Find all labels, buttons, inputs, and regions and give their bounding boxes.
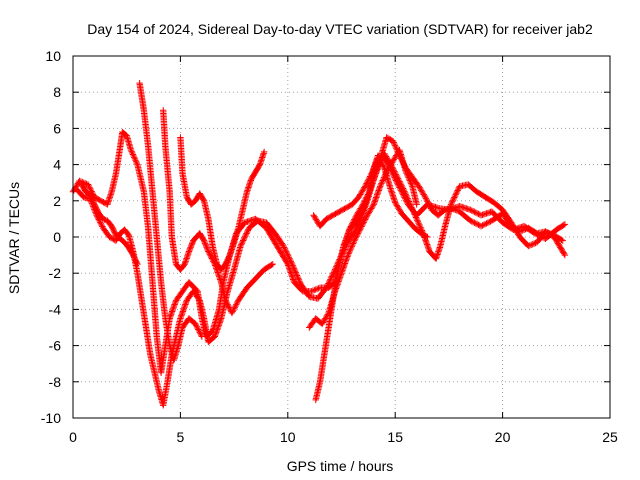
y-axis-label: SDTVAR / TECUs — [6, 182, 22, 294]
series-markers — [78, 181, 141, 268]
y-tick-label: -4 — [49, 301, 62, 317]
y-tick-label: 4 — [53, 157, 61, 173]
series-arc-3 — [136, 79, 206, 364]
y-tick-label: -8 — [49, 374, 62, 390]
series-markers — [177, 134, 268, 273]
x-tick-label: 20 — [495, 429, 511, 445]
y-tick-label: 8 — [53, 84, 61, 100]
x-tick-label: 25 — [602, 429, 618, 445]
x-tick-label: 15 — [387, 429, 403, 445]
x-tick-label: 0 — [69, 429, 77, 445]
series-arc-9 — [78, 181, 141, 268]
grid — [73, 56, 610, 418]
x-tick-label: 5 — [177, 429, 185, 445]
x-axis-label: GPS time / hours — [287, 458, 394, 474]
y-tick-label: 10 — [45, 48, 61, 64]
series-markers — [306, 146, 420, 331]
series-arc-5 — [177, 134, 268, 273]
axis-ticks: 0 5 10 15 20 25 -10 -8 -6 -4 -2 0 2 4 6 8 10 — [41, 48, 618, 445]
y-tick-label: 6 — [53, 120, 61, 136]
series-arc-7 — [312, 152, 431, 404]
x-tick-label: 10 — [280, 429, 296, 445]
data-points — [69, 79, 569, 409]
y-tick-label: -6 — [49, 338, 62, 354]
y-tick-label: -2 — [49, 265, 62, 281]
y-tick-label: -10 — [41, 410, 61, 426]
series-markers — [136, 79, 206, 364]
series-markers — [312, 152, 431, 404]
y-tick-label: 2 — [53, 193, 61, 209]
chart-title: Day 154 of 2024, Sidereal Day-to-day VTE… — [87, 21, 593, 37]
y-tick-label: 0 — [53, 229, 61, 245]
series-arc-8 — [306, 146, 420, 331]
